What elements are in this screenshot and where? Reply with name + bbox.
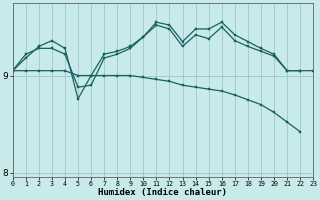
X-axis label: Humidex (Indice chaleur): Humidex (Indice chaleur) xyxy=(99,188,228,197)
